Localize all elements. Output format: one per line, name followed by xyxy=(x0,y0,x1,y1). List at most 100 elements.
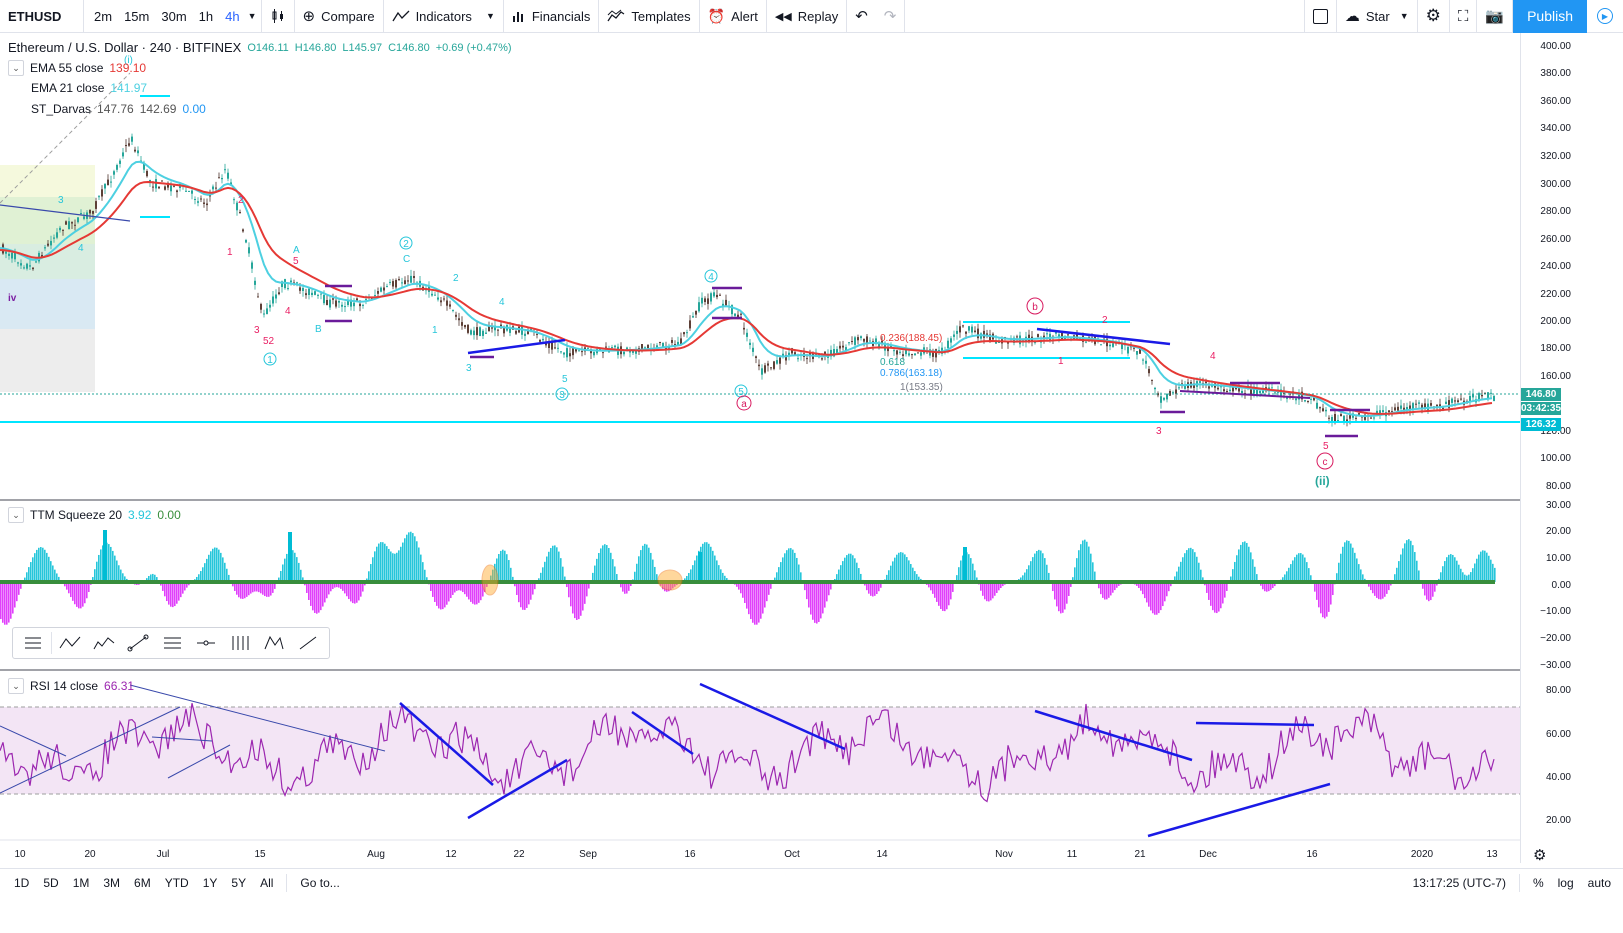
log-toggle[interactable]: log xyxy=(1557,875,1574,890)
squeeze-highlight[interactable] xyxy=(657,569,683,591)
layout-button[interactable] xyxy=(1303,0,1337,33)
squeeze-bar xyxy=(620,582,622,588)
templates-button[interactable]: Templates xyxy=(599,0,700,33)
squeeze-bar xyxy=(506,554,508,582)
candle-body xyxy=(1328,417,1330,419)
range-button[interactable]: 5D xyxy=(43,875,59,890)
timeframe-1h[interactable]: 1h xyxy=(198,8,214,24)
range-button[interactable]: 5Y xyxy=(231,875,247,890)
floating-drawing-toolbar[interactable] xyxy=(12,627,330,659)
darvas-box-button[interactable] xyxy=(224,629,256,657)
ema21-line[interactable] xyxy=(0,160,1493,418)
squeeze-bar xyxy=(122,573,124,582)
compare-button[interactable]: ⊕ Compare xyxy=(295,0,384,33)
range-button[interactable]: 6M xyxy=(134,875,151,890)
range-button[interactable]: YTD xyxy=(164,875,189,890)
timeframe-4h[interactable]: 4h xyxy=(225,8,240,24)
rsi-legend[interactable]: ⌄ RSI 14 close 66.31 xyxy=(8,678,134,694)
circled-wave-labels[interactable]: 1 2 3 4 5 a b c xyxy=(263,236,1334,470)
candle-body xyxy=(1241,390,1243,393)
squeeze-bar xyxy=(220,552,222,582)
fib-retracement-left[interactable] xyxy=(0,165,95,392)
wave-label-ii: (ii) xyxy=(1315,474,1330,488)
xabcd-button[interactable] xyxy=(258,629,290,657)
squeeze-bar xyxy=(64,582,66,587)
trendline-button[interactable] xyxy=(122,629,154,657)
squeeze-bar xyxy=(670,582,672,591)
chart-canvas[interactable]: 0.236(188.45) 0.618 0.786(163.18) 1(153.… xyxy=(0,33,1520,863)
publish-button[interactable]: Publish xyxy=(1513,0,1587,33)
redo-button[interactable]: ↷ xyxy=(876,0,906,33)
candle-body xyxy=(1310,398,1312,400)
collapse-legend-button[interactable]: ⌄ xyxy=(8,60,24,76)
elliott-wave-button[interactable] xyxy=(88,629,120,657)
squeeze-bar xyxy=(264,582,266,597)
squeeze-bar xyxy=(934,582,936,598)
chart-type-button[interactable] xyxy=(262,0,295,33)
squeeze-bar xyxy=(170,582,172,607)
main-drawings[interactable] xyxy=(0,72,1370,438)
ttm-squeeze-histogram[interactable] xyxy=(0,530,1496,625)
horizontal-line-button[interactable] xyxy=(190,629,222,657)
time-axis-settings-button[interactable]: ⚙ xyxy=(1533,846,1546,864)
candle-body xyxy=(350,299,352,307)
indicators-dropdown-icon[interactable]: ▼ xyxy=(485,11,495,21)
wave-labels[interactable]: iv (i) 1 2 3 4 5 A B C 52 3 4 1 2 3 4 5 … xyxy=(8,55,1330,488)
timeframe-dropdown-icon[interactable]: ▼ xyxy=(247,11,257,21)
fullscreen-button[interactable]: ⛶ xyxy=(1450,0,1478,33)
squeeze-legend[interactable]: ⌄ TTM Squeeze 20 3.92 0.00 xyxy=(8,507,181,523)
squeeze-bar xyxy=(76,582,78,607)
ema21-legend[interactable]: EMA 21 close 141.97 xyxy=(31,81,147,95)
collapse-rsi-button[interactable]: ⌄ xyxy=(8,678,24,694)
indicators-button[interactable]: Indicators ▼ xyxy=(384,0,504,33)
snapshot-button[interactable]: 📷 xyxy=(1477,0,1514,33)
timeframe-2m[interactable]: 2m xyxy=(94,8,113,24)
squeeze-bar xyxy=(1482,550,1484,582)
drag-handle[interactable] xyxy=(17,629,49,657)
undo-button[interactable]: ↶ xyxy=(847,0,876,33)
clock[interactable]: 13:17:25 (UTC-7) xyxy=(1412,875,1506,890)
settings-button[interactable]: ⚙ xyxy=(1418,0,1450,33)
squeeze-bar xyxy=(36,549,38,582)
ema55-line[interactable] xyxy=(0,180,1493,415)
candle-body xyxy=(734,313,736,316)
goto-button[interactable]: Go to... xyxy=(300,875,340,890)
replay-button[interactable]: ◀◀ Replay xyxy=(767,0,848,33)
range-button[interactable]: 1M xyxy=(72,875,90,890)
squeeze-bar xyxy=(792,549,794,582)
percent-toggle[interactable]: % xyxy=(1532,875,1544,890)
collapse-squeeze-button[interactable]: ⌄ xyxy=(8,507,24,523)
squeeze-bar xyxy=(796,557,798,582)
price-axis[interactable]: 400.00 380.00 360.00 340.00 320.00 300.00 280.… xyxy=(1520,33,1623,863)
range-button[interactable]: All xyxy=(260,875,274,890)
candle-body xyxy=(302,287,304,291)
star-dropdown-icon[interactable]: ▼ xyxy=(1399,11,1409,21)
symbol-search[interactable]: ETHUSD xyxy=(0,0,84,33)
squeeze-bar xyxy=(654,566,656,582)
darvas-legend[interactable]: ST_Darvas 147.76 142.69 0.00 xyxy=(31,102,206,116)
ray-button[interactable] xyxy=(292,629,324,657)
range-button[interactable]: 3M xyxy=(103,875,121,890)
range-button[interactable]: 1Y xyxy=(202,875,218,890)
squeeze-bar xyxy=(434,582,436,602)
range-button[interactable]: 1D xyxy=(14,875,30,890)
ema55-legend[interactable]: ⌄ EMA 55 close 139.10 xyxy=(8,60,146,76)
squeeze-bar xyxy=(616,574,618,582)
squeeze-highlight[interactable] xyxy=(481,564,499,596)
auto-toggle[interactable]: auto xyxy=(1587,875,1611,890)
rsi-trendlines[interactable] xyxy=(0,682,1331,838)
rsi-line[interactable] xyxy=(0,703,1495,803)
financials-button[interactable]: Financials xyxy=(504,0,600,33)
timeframe-30m[interactable]: 30m xyxy=(161,8,187,24)
candle-body xyxy=(452,309,454,311)
timeframe-15m[interactable]: 15m xyxy=(124,8,150,24)
abc-pattern-button[interactable] xyxy=(54,629,86,657)
alert-button[interactable]: ⏰ Alert xyxy=(700,0,767,33)
candle-body xyxy=(1379,410,1381,414)
star-button[interactable]: ☁ Star ▼ xyxy=(1337,0,1418,33)
squeeze-bar xyxy=(672,582,674,589)
play-button[interactable]: ▶ xyxy=(1587,0,1623,33)
squeeze-bar xyxy=(1374,582,1376,596)
squeeze-bar xyxy=(1492,563,1494,582)
fib-button[interactable] xyxy=(156,629,188,657)
